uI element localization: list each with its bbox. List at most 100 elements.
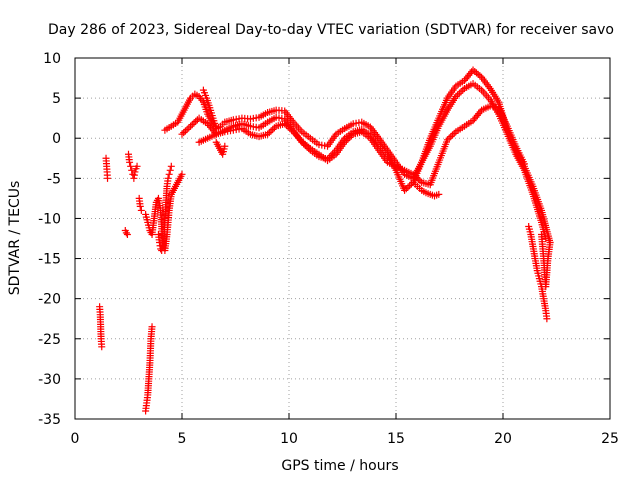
data-series — [195, 102, 528, 189]
x-tick-label: 25 — [601, 431, 619, 447]
data-point — [282, 121, 290, 129]
y-tick-label: -30 — [38, 372, 61, 388]
data-point — [459, 86, 467, 94]
y-tick-label: -15 — [38, 252, 61, 268]
data-point — [181, 127, 189, 135]
data-series — [161, 66, 554, 247]
data-series — [142, 323, 156, 415]
data-point — [183, 125, 191, 133]
data-point — [187, 122, 195, 130]
grid-layer — [75, 58, 610, 419]
data-point — [265, 129, 273, 137]
data-point — [288, 126, 296, 134]
data-point — [269, 125, 277, 133]
y-tick-label: -20 — [38, 292, 61, 308]
data-point — [401, 186, 409, 194]
data-point — [443, 136, 451, 144]
data-point — [165, 170, 173, 178]
data-point — [414, 175, 422, 183]
x-tick-label: 20 — [494, 431, 512, 447]
data-point — [342, 137, 350, 145]
data-point — [178, 170, 186, 178]
data-series — [135, 194, 145, 214]
data-point — [221, 142, 229, 150]
data-series — [154, 162, 175, 255]
data-point — [344, 135, 352, 143]
data-point — [284, 123, 292, 131]
data-point — [180, 129, 188, 137]
y-tick-label: -10 — [38, 211, 61, 227]
data-point — [188, 121, 196, 129]
data-series — [538, 230, 554, 291]
data-point — [452, 93, 460, 101]
data-point — [455, 89, 463, 97]
data-point — [281, 120, 289, 128]
data-point — [413, 174, 421, 182]
x-tick-label: 0 — [71, 431, 80, 447]
data-point — [104, 174, 112, 182]
data-point — [286, 125, 294, 133]
data-point — [98, 343, 106, 351]
data-series — [199, 86, 220, 133]
data-point — [347, 132, 355, 140]
data-point — [123, 230, 131, 238]
data-point — [122, 229, 130, 237]
data-point — [270, 124, 278, 132]
data-point — [411, 172, 419, 180]
data-point — [185, 124, 193, 132]
data-point — [136, 202, 144, 210]
data-series — [142, 170, 186, 255]
data-point — [190, 119, 198, 127]
data-point — [409, 170, 417, 178]
data-point — [267, 127, 275, 135]
data-point — [192, 117, 200, 125]
data-series — [102, 154, 112, 182]
tick-layer: 0 5 10 15 20 25 -35 -30 -25 -20 -15 -10 -5 0 5 10 — [38, 51, 619, 447]
data-point — [264, 130, 272, 138]
data-point — [158, 247, 166, 255]
data-point — [416, 177, 424, 185]
data-point — [476, 72, 484, 80]
data-point — [166, 166, 174, 174]
data-point — [404, 183, 412, 191]
data-point — [454, 91, 462, 99]
data-point — [406, 182, 414, 190]
data-point — [448, 131, 456, 139]
y-axis-label: SDTVAR / TECUs — [7, 181, 23, 296]
chart-title: Day 286 of 2023, Sidereal Day-to-day VTE… — [48, 22, 614, 38]
data-point — [402, 185, 410, 193]
data-series — [178, 80, 550, 242]
data-point — [133, 162, 141, 170]
y-tick-label: -35 — [38, 412, 61, 428]
data-point — [164, 174, 172, 182]
data-series — [96, 303, 106, 351]
data-point — [346, 133, 354, 141]
plot-frame — [74, 57, 611, 420]
data-point — [542, 235, 550, 242]
data-point — [435, 190, 443, 198]
data-point — [520, 160, 528, 168]
data-point — [127, 162, 135, 170]
y-tick-label: 10 — [43, 51, 61, 67]
data-point — [126, 158, 134, 166]
y-tick-label: -25 — [38, 332, 61, 348]
y-tick-label: -5 — [47, 171, 61, 187]
y-tick-label: 0 — [52, 131, 61, 147]
data-point — [128, 166, 136, 174]
data-series — [125, 150, 141, 182]
data-point — [148, 323, 156, 331]
data-layer — [96, 66, 554, 415]
data-point — [543, 315, 551, 323]
data-point — [212, 125, 220, 133]
data-point — [341, 138, 349, 146]
data-point — [137, 206, 145, 214]
data-point — [447, 133, 455, 141]
data-series — [525, 222, 551, 323]
data-point — [546, 239, 554, 247]
data-series — [212, 138, 229, 158]
data-point — [305, 143, 313, 151]
data-point — [457, 88, 465, 96]
x-tick-label: 10 — [280, 431, 298, 447]
